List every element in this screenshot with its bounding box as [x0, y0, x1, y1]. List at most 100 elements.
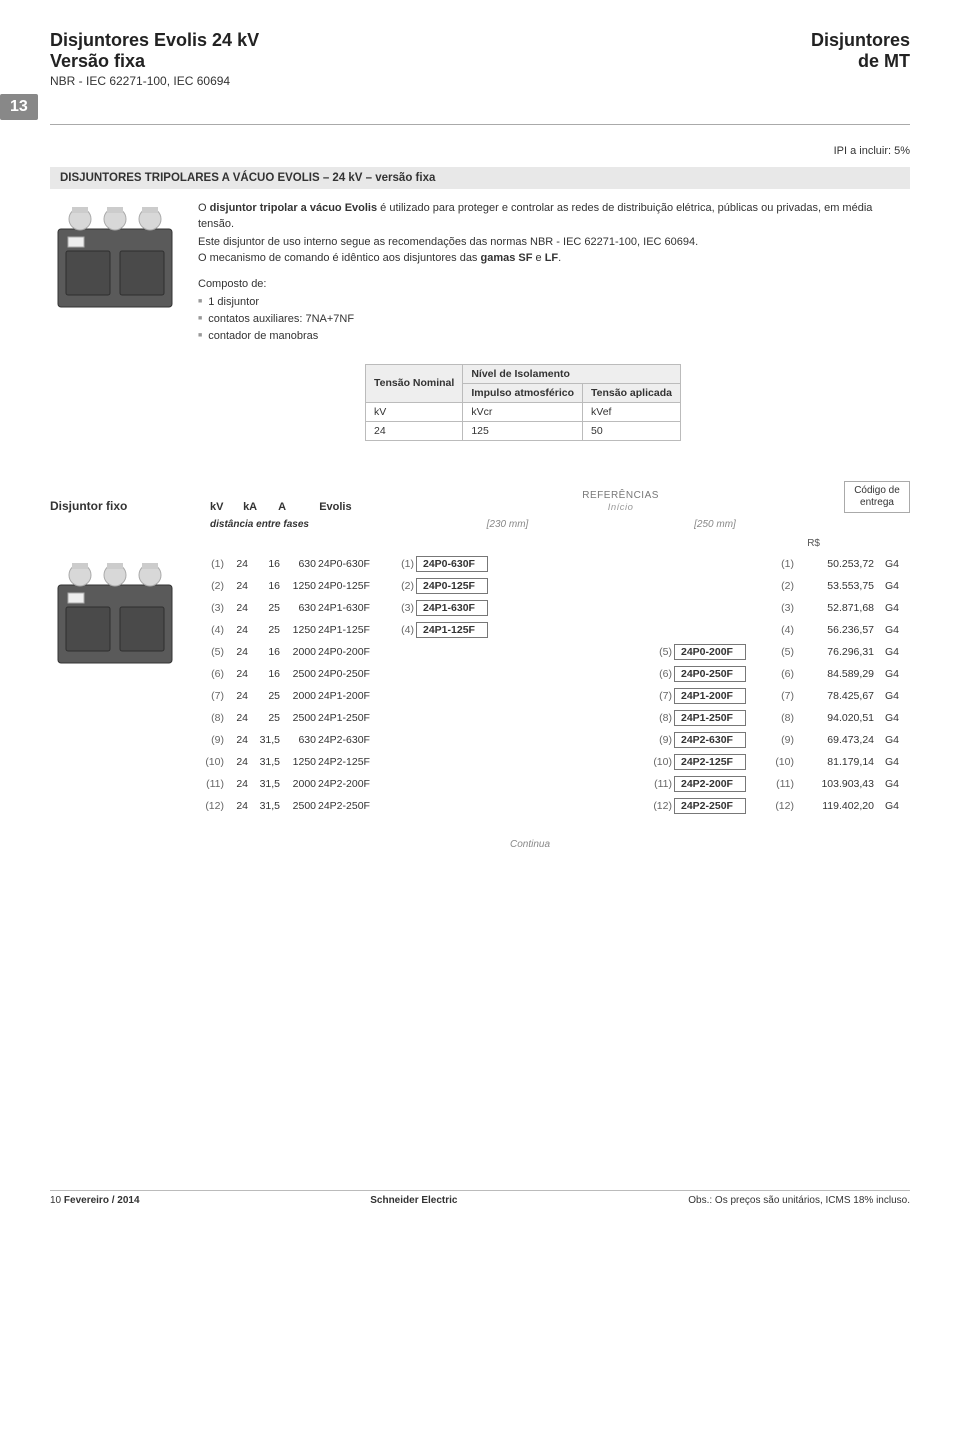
row-idx: (1): [198, 558, 224, 570]
table-row: (1)241663024P0-630F(1)24P0-630F(1)50.253…: [198, 553, 910, 575]
row-kv: 24: [226, 646, 248, 658]
row-ref250: 24P1-200F: [674, 688, 762, 704]
table-row: (5)2416200024P0-200F(5)24P0-200F(5)76.29…: [198, 641, 910, 663]
col-codigo: Código de entrega: [844, 481, 910, 513]
row-ref250: 24P0-200F: [674, 644, 762, 660]
col-ref-text: REFERÊNCIAS: [582, 490, 659, 501]
row-ref250: 24P0-250F: [674, 666, 762, 682]
row-kv: 24: [226, 778, 248, 790]
row-ref250: 24P2-125F: [674, 754, 762, 770]
iso-h2b: Tensão aplicada: [583, 383, 681, 402]
row-idx: (12): [198, 800, 224, 812]
header-subtitle: NBR - IEC 62271-100, IEC 60694: [50, 74, 259, 88]
disjuntor-label: Disjuntor fixo: [50, 499, 210, 513]
ref-code: 24P1-125F: [416, 622, 488, 638]
breaker-icon: [50, 557, 180, 677]
row-price: 50.253,72: [796, 558, 874, 570]
product-image-1: [50, 201, 180, 321]
intro-p2-a: Este disjuntor de uso interno segue as r…: [198, 236, 698, 248]
breaker-icon: [50, 201, 180, 321]
row-code: 24P1-125F: [318, 624, 390, 636]
row-del: G4: [876, 734, 908, 746]
intro-p2-b: O mecanismo de comando é idêntico aos di…: [198, 252, 481, 264]
table-row: (4)2425125024P1-125F(4)24P1-125F(4)56.23…: [198, 619, 910, 641]
intro-p1-b: disjuntor tripolar a vácuo Evolis: [210, 202, 377, 214]
intro-block: O disjuntor tripolar a vácuo Evolis é ut…: [50, 201, 910, 346]
row-ka: 16: [250, 580, 280, 592]
iso-kvef-val: 50: [583, 421, 681, 440]
row-code: 24P2-200F: [318, 778, 390, 790]
iso-kvef-label: kVef: [583, 402, 681, 421]
mm230: [230 mm]: [390, 519, 625, 530]
row-ka: 31,5: [250, 778, 280, 790]
header-right-1: Disjuntores: [811, 30, 910, 51]
row-idx: (3): [198, 602, 224, 614]
iso-kv-label: kV: [366, 402, 463, 421]
row-idx: (5): [198, 646, 224, 658]
ref-code: 24P1-630F: [416, 600, 488, 616]
row-code: 24P1-250F: [318, 712, 390, 724]
row-del: G4: [876, 712, 908, 724]
iso-kvcr-val: 125: [463, 421, 583, 440]
row-code: 24P1-630F: [318, 602, 390, 614]
row-del: G4: [876, 646, 908, 658]
row-a: 1250: [282, 580, 316, 592]
row-code: 24P2-250F: [318, 800, 390, 812]
page-header: Disjuntores Evolis 24 kV Versão fixa NBR…: [50, 30, 910, 88]
intro-p1: O disjuntor tripolar a vácuo Evolis é ut…: [198, 201, 910, 233]
row-idx4: (2): [764, 580, 794, 592]
row-a: 2500: [282, 668, 316, 680]
row-code: 24P2-630F: [318, 734, 390, 746]
row-idx4: (6): [764, 668, 794, 680]
row-idx: (9): [198, 734, 224, 746]
row-idx4: (12): [764, 800, 794, 812]
row-a: 2500: [282, 712, 316, 724]
table-row: (9)2431,563024P2-630F(9)24P2-630F(9)69.4…: [198, 729, 910, 751]
footer-center: Schneider Electric: [140, 1195, 689, 1206]
row-idx4: (1): [764, 558, 794, 570]
intro-li1: 1 disjuntor: [198, 295, 910, 311]
row-price: 78.425,67: [796, 690, 874, 702]
row-idx4: (3): [764, 602, 794, 614]
product-image-2: [50, 557, 180, 677]
row-ka: 31,5: [250, 800, 280, 812]
rs-label: R$: [50, 538, 910, 549]
row-idx4: (8): [764, 712, 794, 724]
row-idx: (7): [198, 690, 224, 702]
continua: Continua: [150, 839, 910, 850]
intro-text: O disjuntor tripolar a vácuo Evolis é ut…: [198, 201, 910, 346]
table-row: (2)2416125024P0-125F(2)24P0-125F(2)53.55…: [198, 575, 910, 597]
row-idx4: (9): [764, 734, 794, 746]
row-a: 630: [282, 602, 316, 614]
row-ref250: 24P2-630F: [674, 732, 762, 748]
row-del: G4: [876, 756, 908, 768]
row-ka: 25: [250, 624, 280, 636]
col-codigo-1: Código de: [854, 485, 900, 496]
row-kv: 24: [226, 734, 248, 746]
intro-p2-d: e: [532, 252, 544, 264]
row-kv: 24: [226, 712, 248, 724]
row-ref230: 24P1-630F: [416, 600, 504, 616]
footer-date: Fevereiro / 2014: [64, 1195, 140, 1206]
phase-row: distância entre fases [230 mm] [250 mm]: [50, 519, 910, 530]
row-price: 56.236,57: [796, 624, 874, 636]
table-row: (11)2431,5200024P2-200F(11)24P2-200F(11)…: [198, 773, 910, 795]
table-row: (8)2425250024P1-250F(8)24P1-250F(8)94.02…: [198, 707, 910, 729]
row-idx: (10): [198, 756, 224, 768]
row-price: 81.179,14: [796, 756, 874, 768]
row-price: 76.296,31: [796, 646, 874, 658]
intro-li3: contador de manobras: [198, 329, 910, 345]
row-idx: (4): [198, 624, 224, 636]
col-kv: kV: [210, 501, 240, 513]
row-ref230: 24P0-125F: [416, 578, 504, 594]
intro-p2-f: .: [558, 252, 561, 264]
row-del: G4: [876, 558, 908, 570]
intro-p1-a: O: [198, 202, 210, 214]
row-kv: 24: [226, 668, 248, 680]
data-rows: (1)241663024P0-630F(1)24P0-630F(1)50.253…: [198, 553, 910, 817]
row-idx4: (7): [764, 690, 794, 702]
iso-h2: Nível de Isolamento: [463, 364, 681, 383]
iso-kv-val: 24: [366, 421, 463, 440]
row-idx3: (10): [644, 756, 672, 768]
row-del: G4: [876, 668, 908, 680]
